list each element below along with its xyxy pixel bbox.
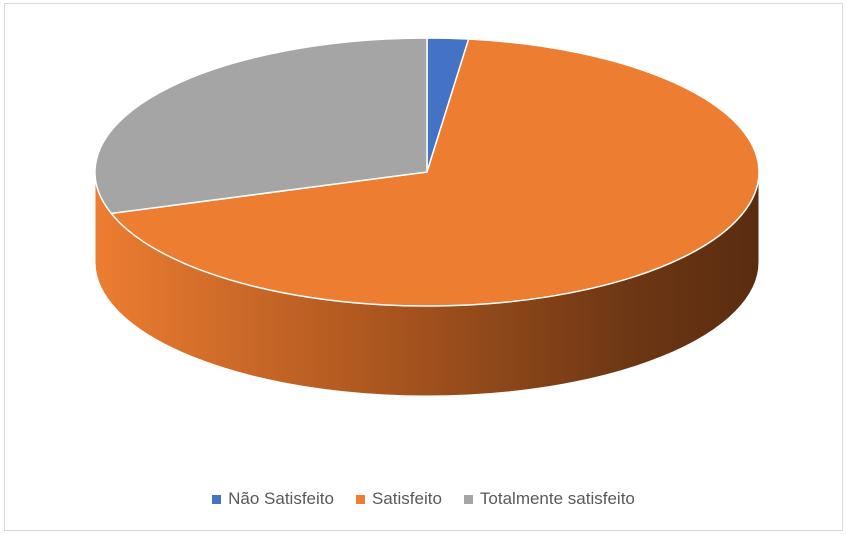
- legend-label-totalmente-satisfeito: Totalmente satisfeito: [479, 489, 635, 508]
- legend-swatch-totalmente-satisfeito: [463, 494, 473, 504]
- legend-label-nao-satisfeito: Não Satisfeito: [228, 489, 334, 508]
- chart-legend: Não Satisfeito Satisfeito Totalmente sat…: [5, 489, 842, 509]
- legend-swatch-satisfeito: [355, 494, 365, 504]
- legend-swatch-nao-satisfeito: [212, 494, 222, 504]
- legend-item-totalmente-satisfeito: Totalmente satisfeito: [463, 489, 635, 509]
- chart-area: Não Satisfeito Satisfeito Totalmente sat…: [4, 3, 843, 531]
- legend-label-satisfeito: Satisfeito: [371, 489, 442, 508]
- legend-item-satisfeito: Satisfeito: [355, 489, 442, 509]
- pie-slice-satisfeito: [110, 38, 760, 307]
- legend-item-nao-satisfeito: Não Satisfeito: [212, 489, 334, 509]
- pie-slice-totalmente-satisfeito: [94, 37, 428, 215]
- pie-chart: [94, 37, 760, 397]
